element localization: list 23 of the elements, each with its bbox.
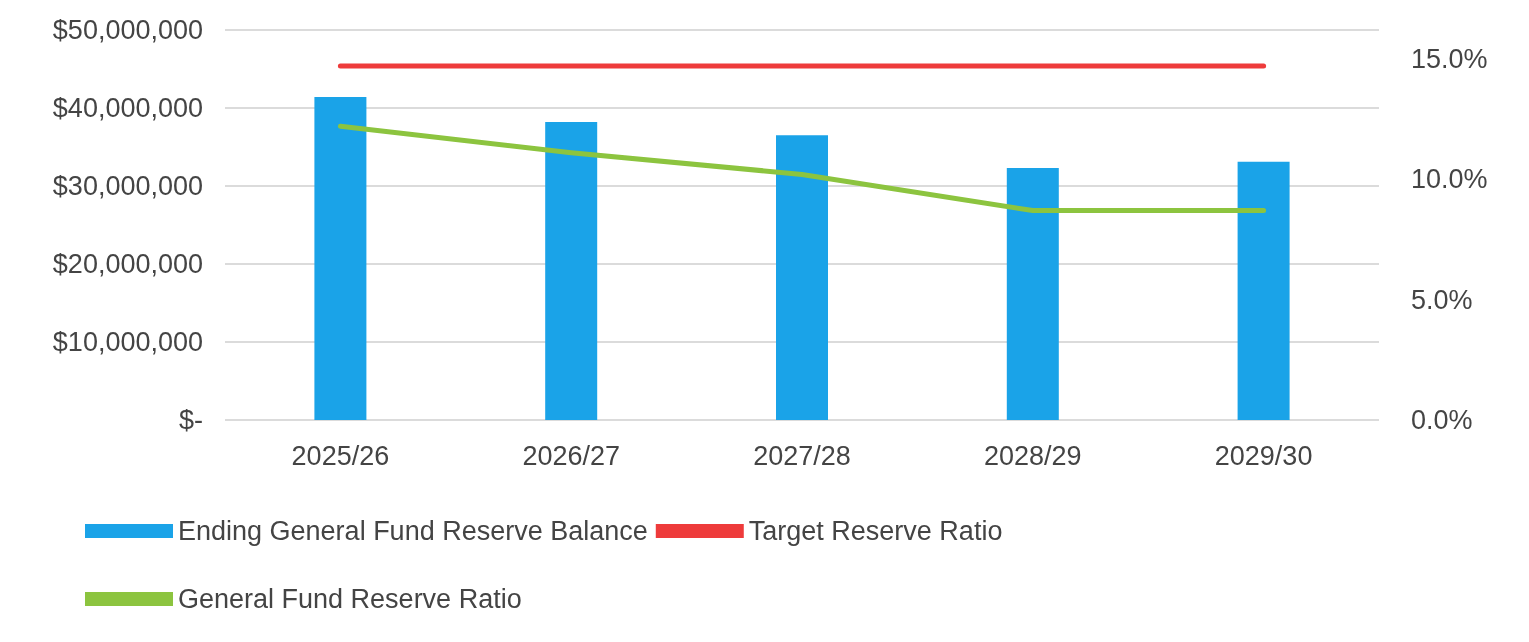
y-tick-label: $40,000,000 xyxy=(52,93,203,123)
x-tick-label: 2029/30 xyxy=(1214,440,1313,471)
bar xyxy=(314,97,367,420)
bar xyxy=(1006,168,1059,420)
x-tick-label: 2027/28 xyxy=(753,440,851,471)
y-tick-label: $30,000,000 xyxy=(52,171,203,201)
bar xyxy=(545,122,598,420)
bar xyxy=(776,135,828,420)
legend-label: General Fund Reserve Ratio xyxy=(178,584,522,614)
legend-label: Ending General Fund Reserve Balance xyxy=(178,516,648,546)
y2-tick-label: 10.0% xyxy=(1411,164,1488,195)
bar xyxy=(1237,161,1290,420)
x-tick-label: 2025/26 xyxy=(291,440,390,471)
y-tick-label: $50,000,000 xyxy=(52,15,203,45)
y-tick-label: $- xyxy=(178,405,203,435)
y-tick-label: $20,000,000 xyxy=(52,249,203,279)
x-tick-label: 2026/27 xyxy=(522,440,620,471)
x-tick-label: 2028/29 xyxy=(984,440,1082,471)
y-tick-label: $10,000,000 xyxy=(52,327,203,357)
y2-tick-label: 0.0% xyxy=(1411,405,1473,435)
y2-tick-label: 5.0% xyxy=(1411,284,1473,315)
legend-label: Target Reserve Ratio xyxy=(748,516,1003,546)
y2-tick-label: 15.0% xyxy=(1411,43,1488,74)
